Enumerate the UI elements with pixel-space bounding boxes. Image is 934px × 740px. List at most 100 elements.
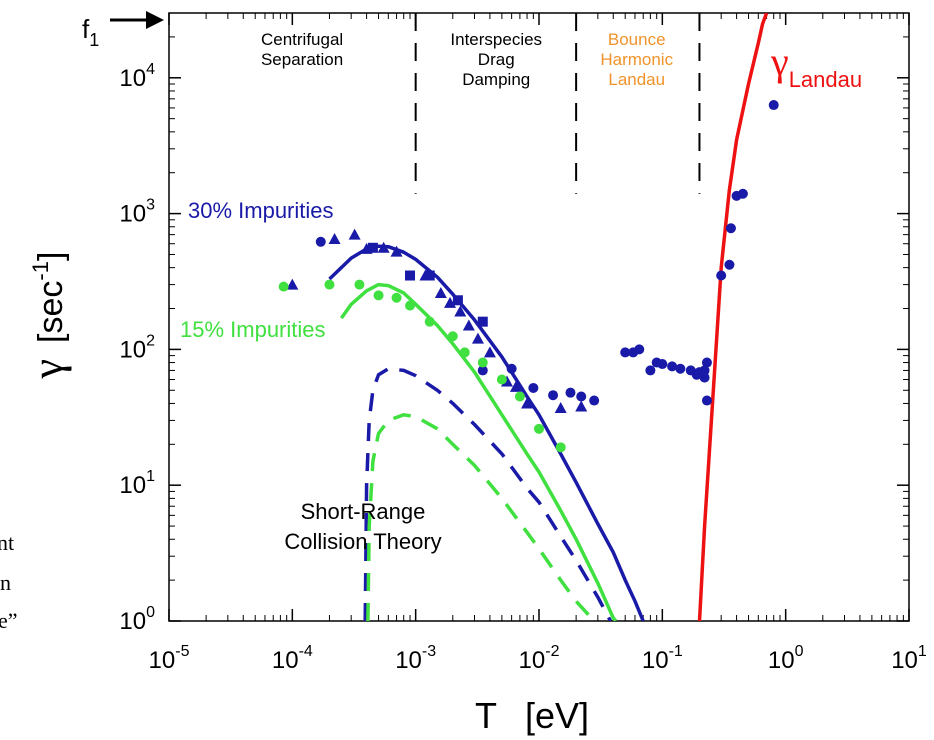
green-circle-point (373, 290, 384, 301)
left-cutoff-text: nt n e” (0, 530, 18, 633)
y-tick-base: 10 (119, 201, 146, 228)
green-circle-point (496, 374, 507, 385)
solid-theory-curve (328, 244, 645, 621)
y-tick-exp: 0 (146, 604, 155, 621)
blue-triangle-point (286, 278, 299, 290)
x-tick-exp: -1 (669, 643, 683, 660)
x-tick-exp: -3 (422, 643, 436, 660)
cutoff-fragment: nt (0, 530, 14, 555)
cutoff-fragment: e” (0, 608, 18, 633)
green-circle-point (424, 316, 435, 327)
blue-circle-point (725, 223, 736, 234)
blue-circle-point (701, 357, 712, 368)
blue-triangle-point (348, 228, 361, 240)
y-tick-label: 104 (119, 61, 155, 92)
x-tick-labels: 10-5 10-4 10-3 10-2 10-1 100 101 (149, 643, 927, 674)
blue-circle-point (699, 365, 710, 376)
x-tick-base: 10 (519, 647, 546, 674)
x-tick-base: 10 (768, 647, 795, 674)
blue-circle-point (675, 363, 686, 374)
green-circle-point (555, 442, 566, 453)
green-circle-point (405, 300, 416, 311)
solid-theory-curve (339, 282, 618, 621)
blue-triangle-point (328, 233, 341, 245)
y-axis-symbol: γ (23, 359, 72, 379)
x-tick-exp: -2 (545, 643, 559, 660)
cutoff-fragment: n (0, 570, 11, 595)
blue-circle-point (620, 347, 631, 358)
x-tick-label: 10-4 (272, 643, 313, 674)
blue-triangle-point (462, 319, 475, 331)
x-tick-label: 100 (768, 643, 804, 674)
region-label-line: Drag (478, 50, 515, 69)
blue-triangle-point (575, 400, 588, 412)
y-tick-label: 101 (119, 468, 155, 499)
annotation-short-range-line1: Short-Range (301, 499, 426, 524)
x-tick-label: 10-1 (642, 643, 683, 674)
x-axis-symbol: T (475, 695, 497, 736)
blue-circle-point (315, 236, 326, 247)
region-boundaries (414, 13, 701, 194)
gamma-landau-sub: Landau (789, 67, 862, 92)
y-tick-base: 10 (119, 608, 146, 635)
blue-circle-point (768, 100, 779, 111)
annotation-short-range-line2: Collision Theory (284, 529, 441, 554)
blue-square-point (405, 270, 416, 281)
blue-circle-point (699, 372, 710, 383)
blue-circle-point (667, 361, 678, 372)
blue-triangle-point (377, 241, 390, 253)
x-tick-base: 10 (395, 647, 422, 674)
blue-circle-point (576, 391, 587, 402)
region-label-line: Damping (462, 70, 530, 89)
blue-circle-point (701, 395, 712, 406)
y-tick-exp: 1 (146, 468, 155, 485)
annotation-gamma-landau: γLandau (770, 39, 862, 92)
x-tick-base: 10 (642, 647, 669, 674)
green-circle-point (354, 279, 365, 290)
x-tick-exp: 1 (918, 643, 927, 660)
y-tick-exp: 3 (146, 197, 155, 214)
f1-label: f1 (82, 14, 99, 50)
blue-triangle-point (471, 332, 484, 344)
green-circle-point (447, 331, 458, 342)
x-axis-unit: [eV] (525, 695, 589, 736)
y-tick-label: 102 (119, 332, 155, 363)
y-axis-unit-open: [sec (32, 281, 70, 343)
f1-arrow (110, 11, 164, 29)
x-tick-label: 10-3 (395, 643, 436, 674)
blue-circle-point (506, 363, 517, 374)
green-circle-point (278, 281, 289, 292)
y-tick-base: 10 (119, 336, 146, 363)
blue-circle-point (657, 359, 668, 370)
green-circle-point (324, 279, 335, 290)
blue-triangle-point (390, 245, 403, 257)
theory-curves (328, 13, 769, 621)
f1-sub: 1 (89, 30, 99, 50)
green-circle-point (391, 292, 402, 303)
data-points (278, 100, 779, 453)
y-axis-unit-exp: -1 (28, 261, 53, 281)
green-circle-point (534, 423, 544, 434)
blue-circle-point (589, 395, 600, 406)
blue-triangle-point (554, 402, 567, 414)
annotation-30-impurities: 30% Impurities (188, 198, 334, 223)
blue-circle-point (548, 390, 559, 401)
x-tick-label: 10-2 (519, 643, 560, 674)
x-tick-exp: 0 (795, 643, 804, 660)
y-tick-label: 103 (119, 197, 155, 228)
blue-square-point (477, 316, 488, 327)
y-tick-exp: 4 (146, 61, 155, 78)
blue-square-point (367, 242, 378, 253)
y-tick-base: 10 (119, 472, 146, 499)
annotation-15-impurities: 15% Impurities (180, 317, 326, 342)
blue-circle-point (477, 365, 488, 376)
y-axis-title: γ [sec-1] (23, 252, 72, 380)
blue-circle-point (737, 188, 748, 199)
blue-triangle-point (483, 346, 496, 358)
blue-circle-point (634, 344, 645, 355)
x-axis-title: T [eV] (475, 695, 589, 736)
dashed-theory-curve (363, 367, 613, 621)
blue-triangle-point (521, 397, 534, 409)
